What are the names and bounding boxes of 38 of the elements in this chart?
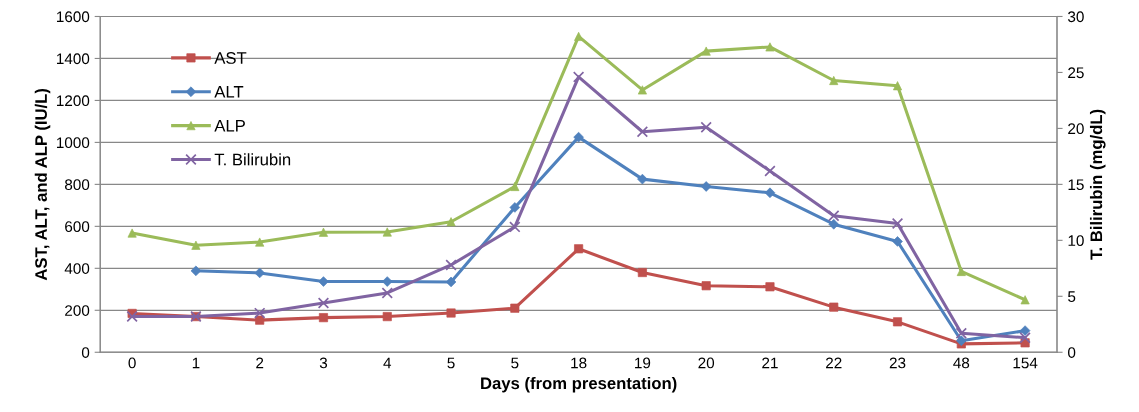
- x-tick-label: 48: [953, 357, 970, 369]
- y-tick-label: 600: [65, 221, 90, 233]
- y-tick-label: 200: [65, 305, 90, 316]
- y2-tick-label: 0: [1068, 347, 1076, 358]
- x-tick-label: 22: [826, 357, 842, 369]
- x-tick-label: 21: [762, 357, 778, 369]
- y-axis-title: AST, ALT, and ALP (IU/L): [34, 88, 51, 281]
- legend-label: ALT: [214, 86, 244, 98]
- y2-tick-label: 20: [1068, 123, 1084, 135]
- y-tick-label: 1400: [57, 53, 90, 65]
- x-tick-label: 3: [319, 357, 328, 369]
- y-tick-label: 0: [81, 347, 90, 358]
- x-axis-title: Days (from presentation): [481, 376, 677, 393]
- y2-tick-label: 25: [1068, 67, 1084, 79]
- x-tick-label: 18: [571, 357, 587, 369]
- y-tick-label: 400: [64, 263, 90, 274]
- x-tick-label: 0: [128, 357, 136, 369]
- legend-label: T. Bilirubin: [214, 153, 291, 166]
- x-tick-label: 20: [698, 357, 715, 369]
- x-tick-label: 23: [889, 357, 906, 369]
- y2-tick-label: 30: [1067, 11, 1084, 23]
- y-tick-label: 1200: [57, 95, 90, 107]
- x-tick-label: 2: [256, 357, 264, 369]
- y2-tick-label: 5: [1068, 291, 1076, 302]
- y2-tick-label: 15: [1068, 179, 1084, 191]
- x-tick-label: 19: [635, 357, 651, 369]
- y-tick-label: 800: [64, 179, 90, 191]
- y-tick-label: 1600: [57, 11, 90, 23]
- legend-label: ALP: [214, 119, 245, 132]
- y2-axis-title: T. Bilirubin (mg/dL): [1089, 109, 1106, 260]
- legend-label: AST: [214, 52, 247, 64]
- x-tick-label: 154: [1013, 357, 1038, 369]
- y2-tick-label: 10: [1068, 235, 1084, 247]
- x-tick-label: 4: [383, 357, 392, 369]
- y-tick-label: 1000: [57, 137, 90, 149]
- x-tick-label: 5: [511, 357, 519, 369]
- x-tick-label: 1: [192, 357, 200, 369]
- x-tick-label: 5: [447, 357, 455, 369]
